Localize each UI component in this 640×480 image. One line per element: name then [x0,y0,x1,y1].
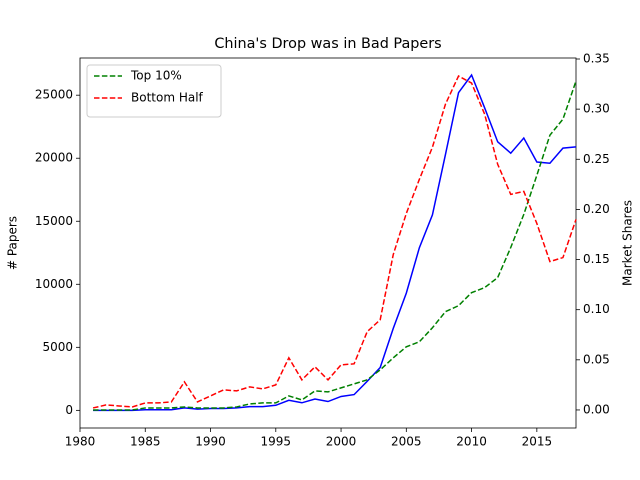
y2-tick-label: 0.05 [583,352,610,366]
y-tick-label: 20000 [35,151,73,165]
y-tick-label: 10000 [35,277,73,291]
y2-tick-label: 0.20 [583,202,610,216]
y-tick-label: 25000 [35,88,73,102]
series-line [93,80,577,411]
x-tick-label: 1980 [65,435,96,449]
series-line [92,75,577,409]
y-tick-label: 5000 [42,340,73,354]
chart-title: China's Drop was in Bad Papers [214,36,441,52]
legend-box [86,64,222,118]
y2-axis-label: Market Shares [621,200,635,286]
y-tick-label: 0 [65,403,73,417]
x-tick-label: 1990 [195,435,226,449]
x-tick-label: 1985 [130,435,161,449]
y2-tick-label: 0.10 [583,302,610,316]
y-tick-label: 15000 [35,214,73,228]
x-tick-label: 2000 [326,435,357,449]
legend-label: Bottom Half [131,91,204,105]
x-tick-label: 2010 [456,435,487,449]
y2-tick-label: 0.25 [583,152,610,166]
y2-tick-label: 0.30 [583,102,610,116]
x-tick-label: 2015 [522,435,553,449]
y-axis-label: # Papers [6,216,20,270]
x-tick-label: 2005 [391,435,422,449]
plot-frame [79,57,577,429]
x-tick-label: 1995 [261,435,292,449]
y2-tick-label: 0.00 [583,402,610,416]
legend-label: Top 10% [130,69,182,83]
series-line [93,73,577,412]
y2-tick-label: 0.15 [583,252,610,266]
y2-tick-label: 0.35 [583,52,610,66]
